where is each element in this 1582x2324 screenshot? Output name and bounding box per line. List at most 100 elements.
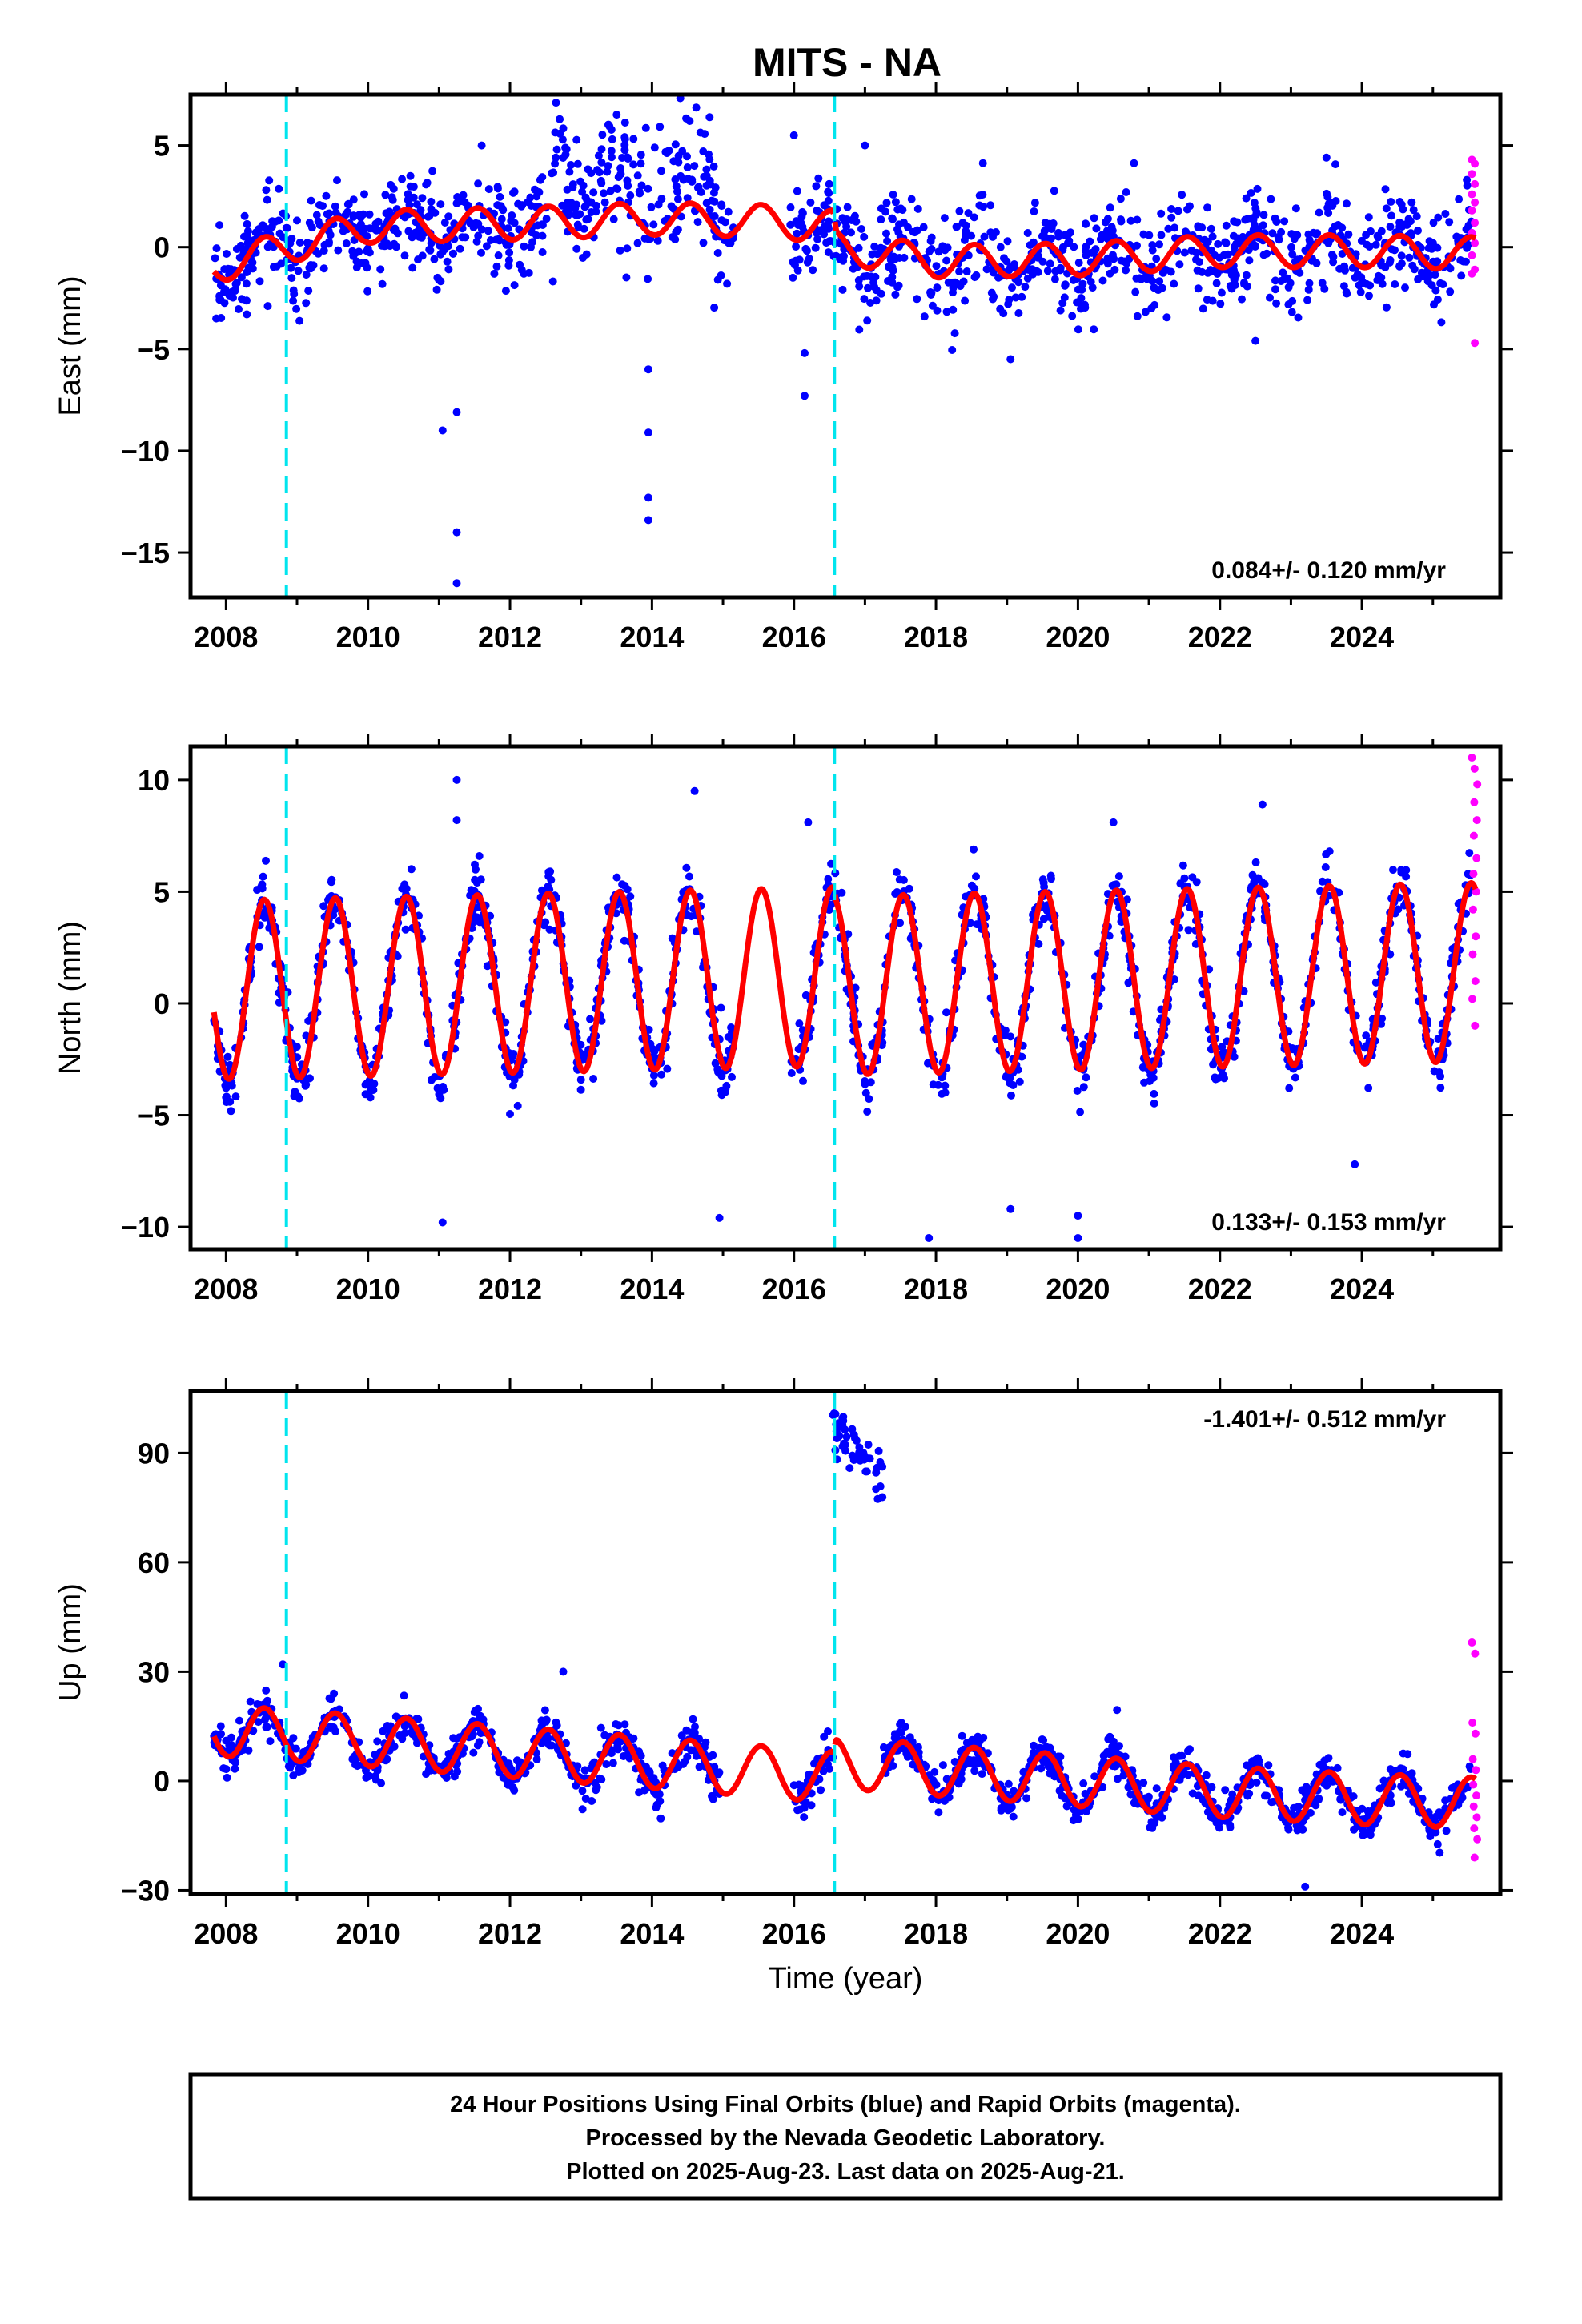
north-final-point	[576, 1076, 585, 1084]
east-outlier-point	[1006, 355, 1015, 364]
up-final-point	[701, 1738, 710, 1747]
east-final-point	[913, 226, 921, 235]
east-final-point	[1193, 266, 1202, 275]
east-rapid-point	[1471, 179, 1480, 188]
east-final-point	[825, 179, 833, 188]
up-final-point	[1152, 1784, 1161, 1793]
east-final-point	[964, 209, 973, 218]
east-final-point	[811, 243, 820, 252]
east-final-point	[972, 271, 981, 279]
east-final-point	[376, 265, 385, 274]
up-final-point	[656, 1814, 665, 1823]
north-final-point	[837, 888, 846, 897]
east-final-point	[1065, 236, 1074, 245]
east-final-point	[1386, 223, 1395, 231]
east-final-point	[671, 175, 680, 183]
east-final-point	[1407, 198, 1416, 207]
east-final-point	[223, 250, 231, 258]
east-final-point	[1045, 224, 1054, 233]
east-final-point	[702, 199, 711, 207]
east-final-point	[472, 219, 480, 227]
east-final-point	[1077, 294, 1086, 303]
up-final-point	[510, 1786, 519, 1795]
north-final-point	[589, 1075, 598, 1083]
east-final-point	[699, 239, 708, 247]
north-rapid-point	[1468, 995, 1476, 1003]
north-outlier-point	[1258, 800, 1267, 809]
east-final-point	[956, 282, 965, 291]
up-final-point	[1363, 1807, 1372, 1815]
north-final-point	[1007, 1091, 1015, 1100]
north-final-point	[795, 1019, 804, 1028]
up-final-point	[373, 1737, 382, 1746]
east-final-point	[713, 249, 722, 257]
east-final-point	[275, 184, 283, 193]
east-final-point	[838, 285, 847, 294]
east-final-point	[706, 180, 715, 189]
east-final-point	[999, 309, 1008, 318]
east-final-point	[723, 279, 732, 288]
east-final-point	[705, 205, 714, 214]
east-final-point	[812, 182, 821, 191]
east-final-point	[806, 198, 815, 207]
up-final-point	[1442, 1827, 1451, 1835]
east-final-point	[1216, 300, 1225, 308]
east-final-point	[1304, 230, 1313, 239]
east-final-point	[1331, 160, 1339, 169]
east-final-point	[989, 295, 997, 304]
east-final-point	[1141, 308, 1150, 316]
east-final-point	[817, 226, 825, 235]
east-final-point	[235, 305, 243, 313]
east-final-point	[1110, 255, 1118, 263]
east-final-point	[287, 235, 296, 243]
east-xtick-label: 2018	[904, 621, 968, 653]
east-final-point	[1086, 278, 1095, 286]
east-xtick-label: 2010	[336, 621, 400, 653]
east-final-point	[970, 213, 978, 222]
east-final-point	[1157, 209, 1166, 218]
east-final-point	[263, 195, 271, 204]
east-final-point	[1287, 308, 1296, 316]
east-final-point	[538, 231, 547, 240]
east-final-point	[477, 141, 486, 150]
east-final-point	[408, 263, 417, 272]
east-final-point	[1081, 304, 1090, 312]
east-final-point	[650, 143, 659, 152]
north-final-point	[545, 925, 554, 934]
east-final-point	[1011, 293, 1020, 302]
east-final-point	[1303, 296, 1311, 304]
up-final-point	[824, 1727, 832, 1735]
north-final-point	[799, 1076, 807, 1085]
north-outlier-point	[1074, 1234, 1082, 1242]
east-final-point	[1152, 255, 1161, 263]
up-final-point	[658, 1761, 667, 1770]
north-final-point	[866, 1078, 875, 1087]
east-final-point	[242, 279, 251, 288]
east-final-point	[343, 207, 352, 216]
east-final-point	[1242, 271, 1251, 279]
east-final-point	[1003, 237, 1012, 246]
east-final-point	[593, 166, 601, 175]
east-final-point	[667, 202, 676, 211]
east-final-point	[1082, 219, 1090, 228]
east-final-point	[1222, 239, 1231, 247]
north-outlier-point	[804, 818, 813, 826]
east-final-point	[1122, 188, 1130, 196]
east-final-point	[1243, 282, 1251, 291]
north-final-point	[724, 1033, 733, 1041]
east-final-point	[656, 123, 665, 131]
east-final-point	[1061, 280, 1070, 289]
east-final-point	[1043, 267, 1052, 275]
east-final-point	[1387, 211, 1395, 220]
east-final-point	[913, 204, 922, 213]
up-outlier-point	[559, 1667, 568, 1676]
east-outlier-point	[1322, 153, 1331, 162]
north-final-point	[1082, 1073, 1090, 1082]
east-final-point	[888, 278, 897, 287]
east-final-point	[1364, 213, 1373, 222]
north-final-point	[1378, 1014, 1387, 1023]
east-final-point	[1054, 232, 1063, 241]
caption-line-2: Processed by the Nevada Geodetic Laborat…	[586, 2125, 1106, 2151]
east-final-point	[986, 201, 995, 210]
east-xtick-label: 2016	[762, 621, 826, 653]
